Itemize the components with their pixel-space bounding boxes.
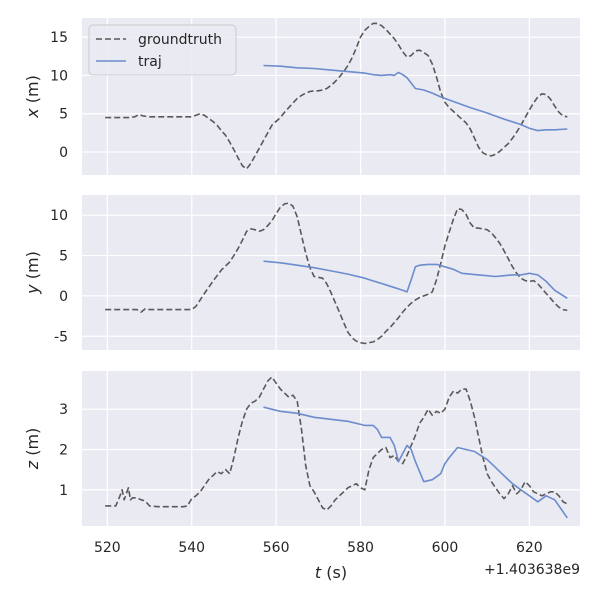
series-line-groundtruth-z [105,376,568,511]
y-axis-label-var: z [23,460,42,470]
x-offset-label: +1.403638e9 [484,562,580,578]
series-line-traj-z [263,406,568,519]
x-tick-label: 540 [178,540,205,556]
y-axis-label-unit: (m) [23,75,42,108]
y-axis-label: y (m) [23,251,42,295]
y-axis-label-var: y [23,284,42,295]
y-axis-label-var: x [23,108,42,119]
x-tick-label: 560 [263,540,290,556]
y-axis-label-unit: (m) [23,428,42,461]
plot-area-z [82,371,580,526]
y-tick-label: 5 [59,249,68,265]
y-tick-label: 0 [59,289,68,305]
subplot-y: -5 0 5 10 y (m) [23,195,580,350]
x-tick-label: 620 [516,540,543,556]
legend-box [88,24,237,76]
series-line-groundtruth-y [105,202,568,345]
x-axis-label-var: t [315,563,322,582]
x-tick-label: 520 [94,540,121,556]
y-tick-label: 10 [50,208,68,224]
y-tick-label: 2 [59,443,68,459]
legend-label-traj: traj [138,54,162,70]
subplot-z: 1 2 3 z (m) [23,371,580,526]
y-tick-label: -5 [54,329,68,345]
y-tick-label: 1 [59,483,68,499]
y-tick-label: 3 [59,402,68,418]
y-tick-label: 15 [50,30,68,46]
y-axis-label-unit: (m) [23,251,42,284]
y-axis-label: x (m) [23,75,42,119]
plot-area-y [82,195,580,350]
y-tick-label: 0 [59,145,68,161]
x-tick-label: 600 [432,540,459,556]
y-tick-label: 10 [50,68,68,84]
series-line-groundtruth-x [105,22,568,170]
series-line-traj-x [263,64,568,132]
y-tick-label: 5 [59,107,68,123]
x-tick-label: 580 [347,540,374,556]
series-line-traj-y [263,260,568,299]
y-axis-label: z (m) [23,428,42,471]
legend: groundtruth traj [88,24,237,76]
x-axis-label: t (s) [315,563,347,582]
legend-label-groundtruth: groundtruth [138,32,222,48]
x-axis-label-unit: (s) [321,563,347,582]
